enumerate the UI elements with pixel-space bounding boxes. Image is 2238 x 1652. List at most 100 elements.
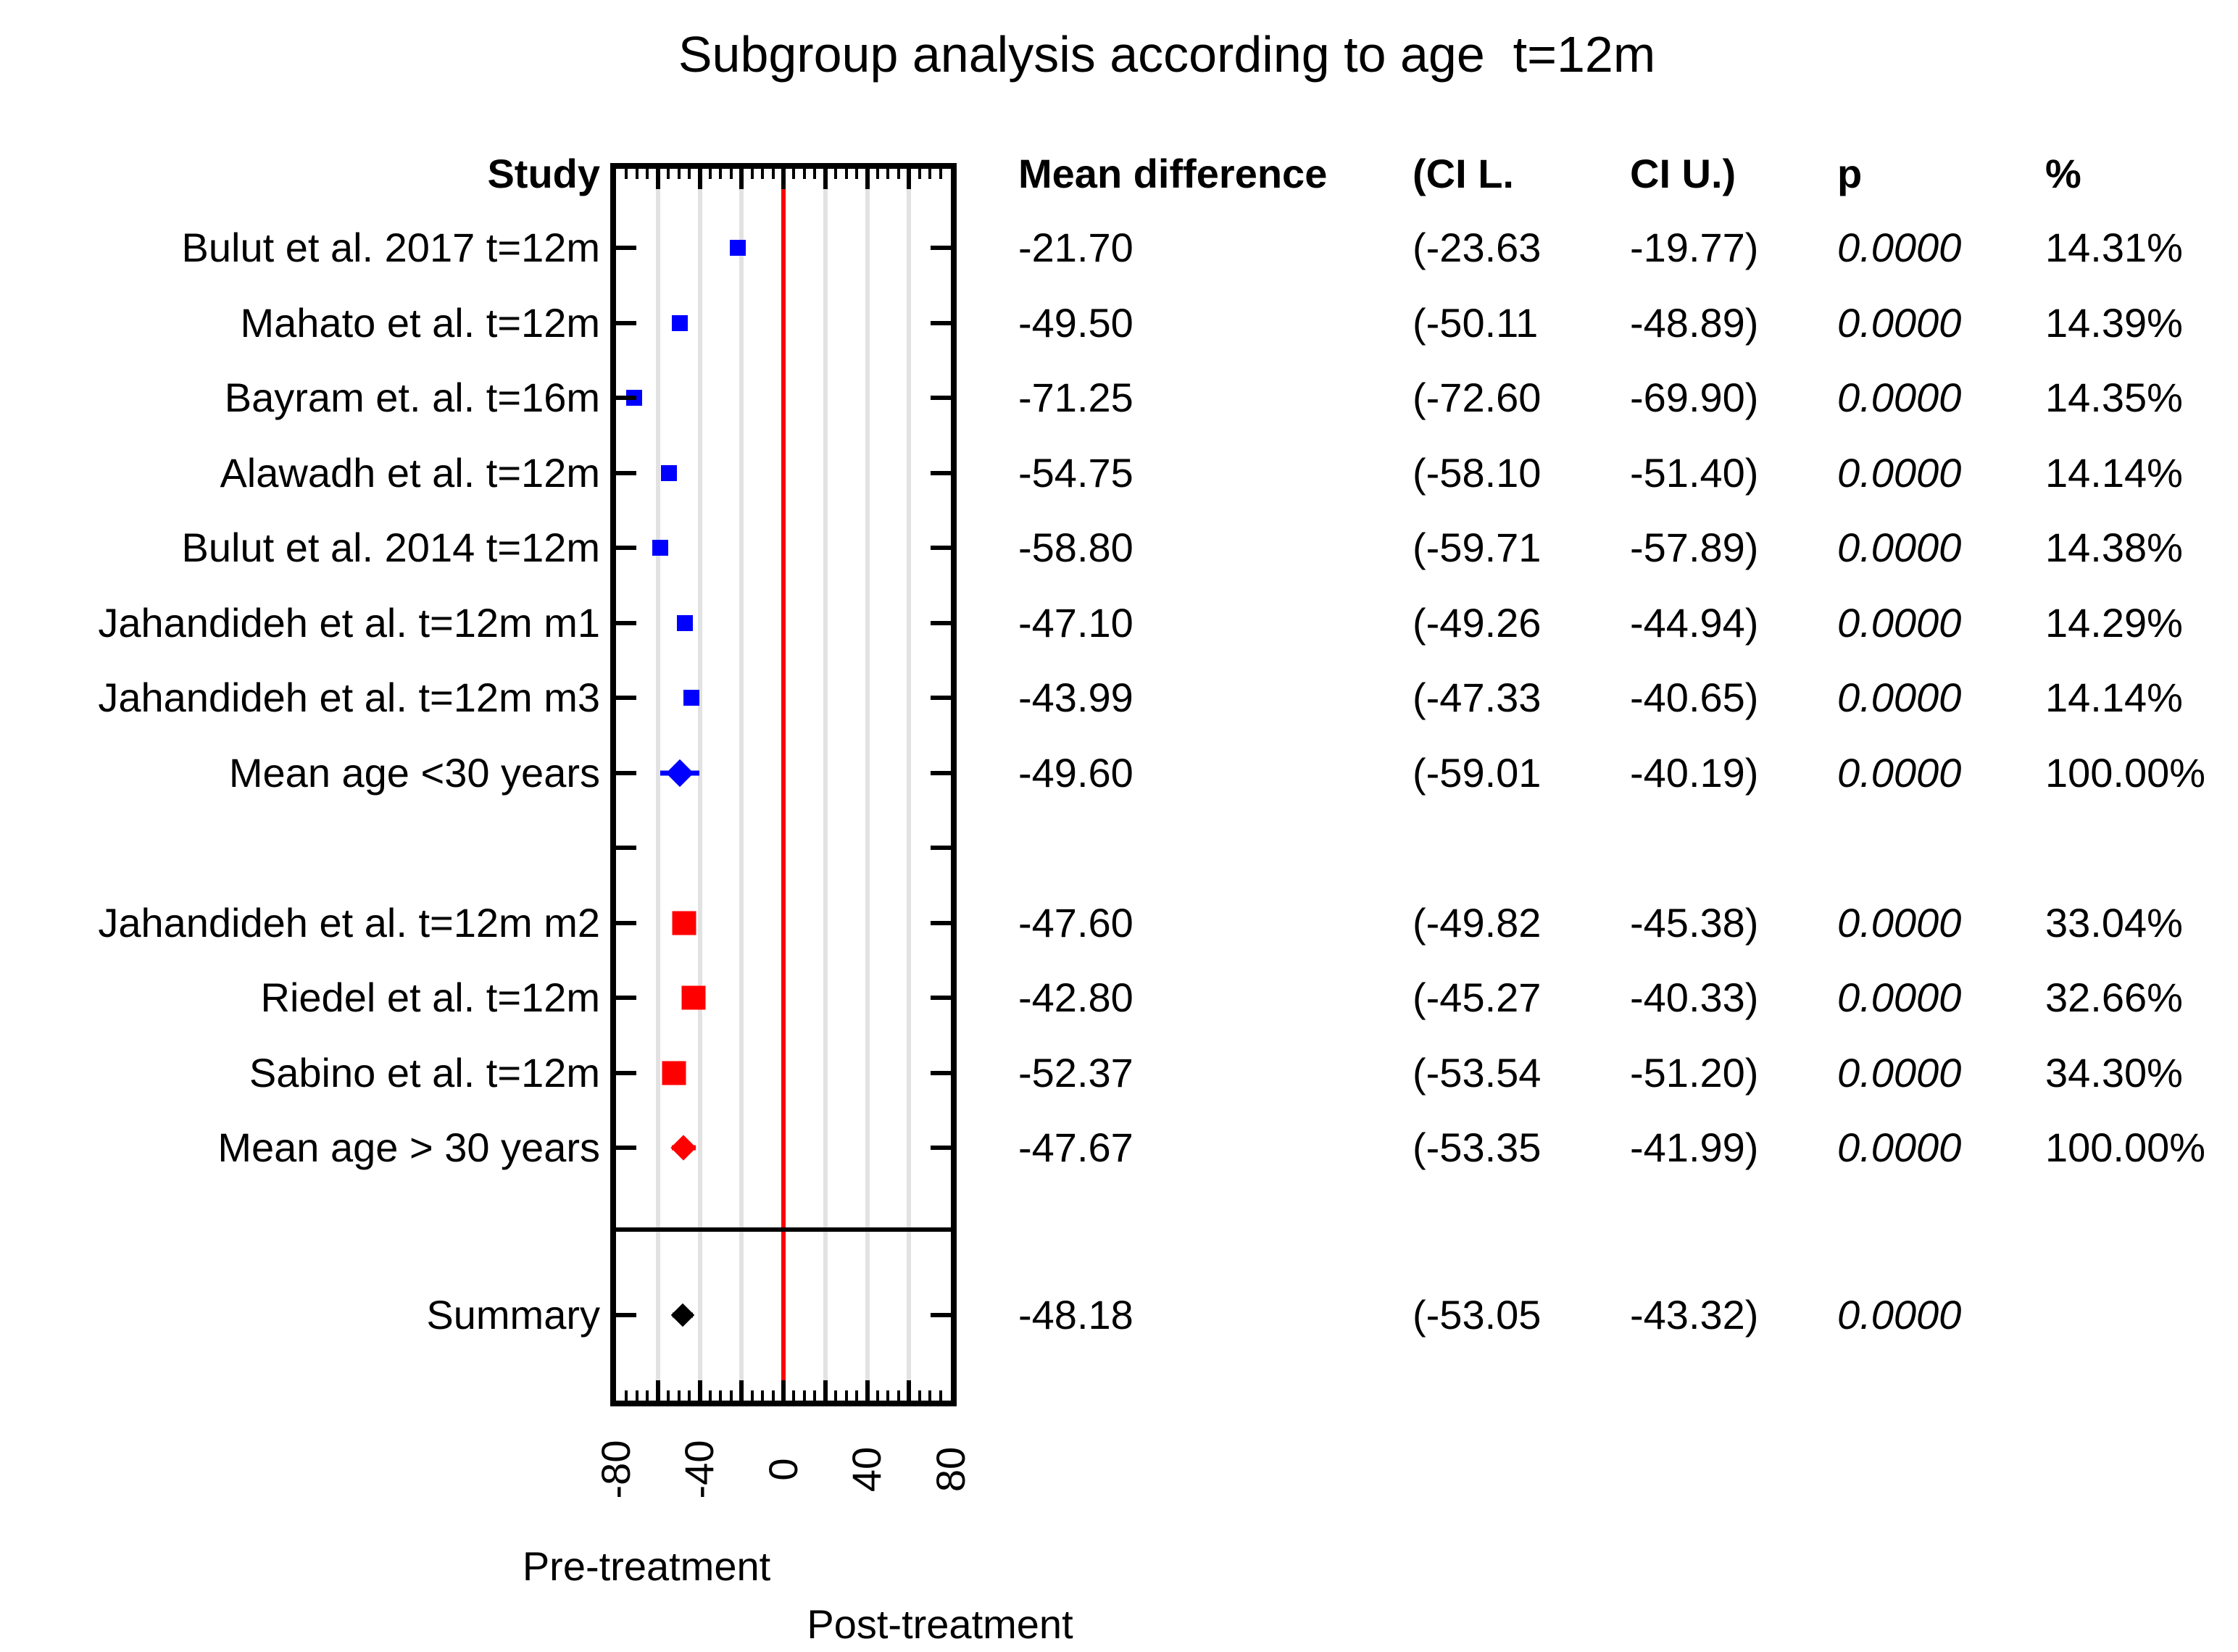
- row-tick-right: [931, 546, 951, 550]
- x-axis-minor-tick: [802, 1390, 806, 1401]
- ci-upper-value: -51.40): [1630, 449, 1759, 496]
- axis-label-pre-treatment: Pre-treatment: [522, 1543, 771, 1589]
- x-axis-major-tick: [823, 1380, 828, 1401]
- row-tick-left: [616, 320, 636, 325]
- ci-upper-value: -44.94): [1630, 599, 1759, 646]
- x-axis-major-tick: [907, 169, 912, 189]
- x-axis-minor-tick: [646, 169, 649, 179]
- ci-lower-value: (-72.60: [1413, 375, 1542, 420]
- x-axis-minor-tick: [875, 169, 879, 179]
- ci-upper-value: -43.32): [1630, 1292, 1759, 1338]
- x-axis-minor-tick: [897, 169, 900, 179]
- gridline: [697, 169, 702, 1401]
- gridline: [865, 169, 870, 1401]
- x-axis-major-tick: [781, 169, 786, 189]
- x-axis-minor-tick: [886, 1390, 890, 1401]
- x-axis-minor-tick: [750, 1390, 754, 1401]
- p-value: 0.0000: [1837, 525, 1962, 570]
- column-header-ci-upper: CI U.): [1630, 151, 1736, 196]
- study-label: Bayram et. al. t=16m: [224, 375, 600, 420]
- p-value: 0.0000: [1837, 675, 1962, 720]
- column-header-mean-difference: Mean difference: [1018, 151, 1328, 196]
- row-tick-left: [616, 1070, 636, 1075]
- x-axis-minor-tick: [834, 1390, 838, 1401]
- row-tick-right: [931, 846, 951, 850]
- study-label: Mean age <30 years: [228, 749, 600, 796]
- square-marker: [660, 464, 677, 481]
- row-tick-right: [931, 620, 951, 625]
- ci-lower-value: (-53.54: [1413, 1049, 1542, 1096]
- study-label: Mean age > 30 years: [217, 1125, 600, 1170]
- mean-difference-value: -43.99: [1018, 675, 1133, 720]
- weight-value: 14.38%: [2045, 525, 2183, 570]
- x-axis-minor-tick: [855, 169, 859, 179]
- ci-upper-value: -40.19): [1630, 749, 1759, 796]
- study-label: Alawadh et al. t=12m: [220, 449, 600, 496]
- x-axis-minor-tick: [834, 169, 838, 179]
- x-axis-minor-tick: [708, 1390, 712, 1401]
- row-tick-left: [616, 770, 636, 775]
- ci-lower-value: (-58.10: [1413, 449, 1542, 496]
- mean-difference-value: -47.60: [1018, 899, 1133, 946]
- square-marker: [683, 690, 699, 706]
- row-tick-right: [931, 696, 951, 700]
- p-value: 0.0000: [1837, 1049, 1962, 1096]
- weight-value: 34.30%: [2045, 1049, 2183, 1096]
- axis-label-post-treatment: Post-treatment: [807, 1601, 1073, 1647]
- x-axis-minor-tick: [688, 169, 691, 179]
- x-axis-minor-tick: [918, 1390, 921, 1401]
- ci-lower-value: (-23.63: [1413, 225, 1542, 270]
- row-tick-right: [931, 1146, 951, 1150]
- column-header-study: Study: [487, 151, 600, 196]
- x-axis-minor-tick: [719, 1390, 723, 1401]
- x-axis-major-tick: [907, 1380, 912, 1401]
- ci-upper-value: -48.89): [1630, 299, 1759, 346]
- x-axis-minor-tick: [928, 1390, 932, 1401]
- row-tick-right: [931, 770, 951, 775]
- row-tick-left: [616, 470, 636, 475]
- x-axis-minor-tick: [667, 169, 670, 179]
- p-value: 0.0000: [1837, 449, 1962, 496]
- weight-value: 32.66%: [2045, 975, 2183, 1020]
- column-header-p: p: [1837, 151, 1863, 196]
- weight-value: 14.14%: [2045, 449, 2183, 496]
- x-axis-minor-tick: [886, 169, 890, 179]
- x-axis-major-tick: [739, 1380, 744, 1401]
- x-axis-major-tick: [865, 169, 870, 189]
- study-label: Jahandideh et al. t=12m m3: [98, 675, 600, 720]
- x-axis-major-tick: [655, 169, 660, 189]
- mean-difference-value: -42.80: [1018, 975, 1133, 1020]
- gridline: [739, 169, 744, 1401]
- ci-lower-value: (-45.27: [1413, 975, 1542, 1020]
- square-marker: [662, 1061, 686, 1085]
- x-axis-minor-tick: [844, 169, 848, 179]
- x-axis-major-tick: [823, 169, 828, 189]
- weight-value: 14.39%: [2045, 299, 2183, 346]
- weight-value: 14.14%: [2045, 675, 2183, 720]
- x-axis-minor-tick: [635, 1390, 638, 1401]
- summary-separator-line: [616, 1227, 951, 1232]
- p-value: 0.0000: [1837, 975, 1962, 1020]
- x-axis-minor-tick: [635, 169, 638, 179]
- row-tick-right: [931, 320, 951, 325]
- row-tick-right: [931, 1313, 951, 1317]
- x-axis-minor-tick: [761, 1390, 765, 1401]
- study-label: Bulut et al. 2014 t=12m: [181, 525, 601, 570]
- study-label: Summary: [426, 1292, 600, 1338]
- p-value: 0.0000: [1837, 1292, 1962, 1338]
- p-value: 0.0000: [1837, 749, 1962, 796]
- x-axis-minor-tick: [771, 1390, 775, 1401]
- x-axis-minor-tick: [625, 169, 628, 179]
- ci-lower-value: (-53.05: [1413, 1292, 1542, 1338]
- row-tick-left: [616, 996, 636, 1000]
- weight-value: 33.04%: [2045, 899, 2183, 946]
- mean-difference-value: -58.80: [1018, 525, 1133, 570]
- x-axis-minor-tick: [677, 169, 681, 179]
- x-axis-minor-tick: [771, 169, 775, 179]
- x-axis-minor-tick: [708, 169, 712, 179]
- row-tick-left: [616, 1146, 636, 1150]
- p-value: 0.0000: [1837, 599, 1962, 646]
- p-value: 0.0000: [1837, 225, 1962, 270]
- x-axis-major-tick: [655, 1380, 660, 1401]
